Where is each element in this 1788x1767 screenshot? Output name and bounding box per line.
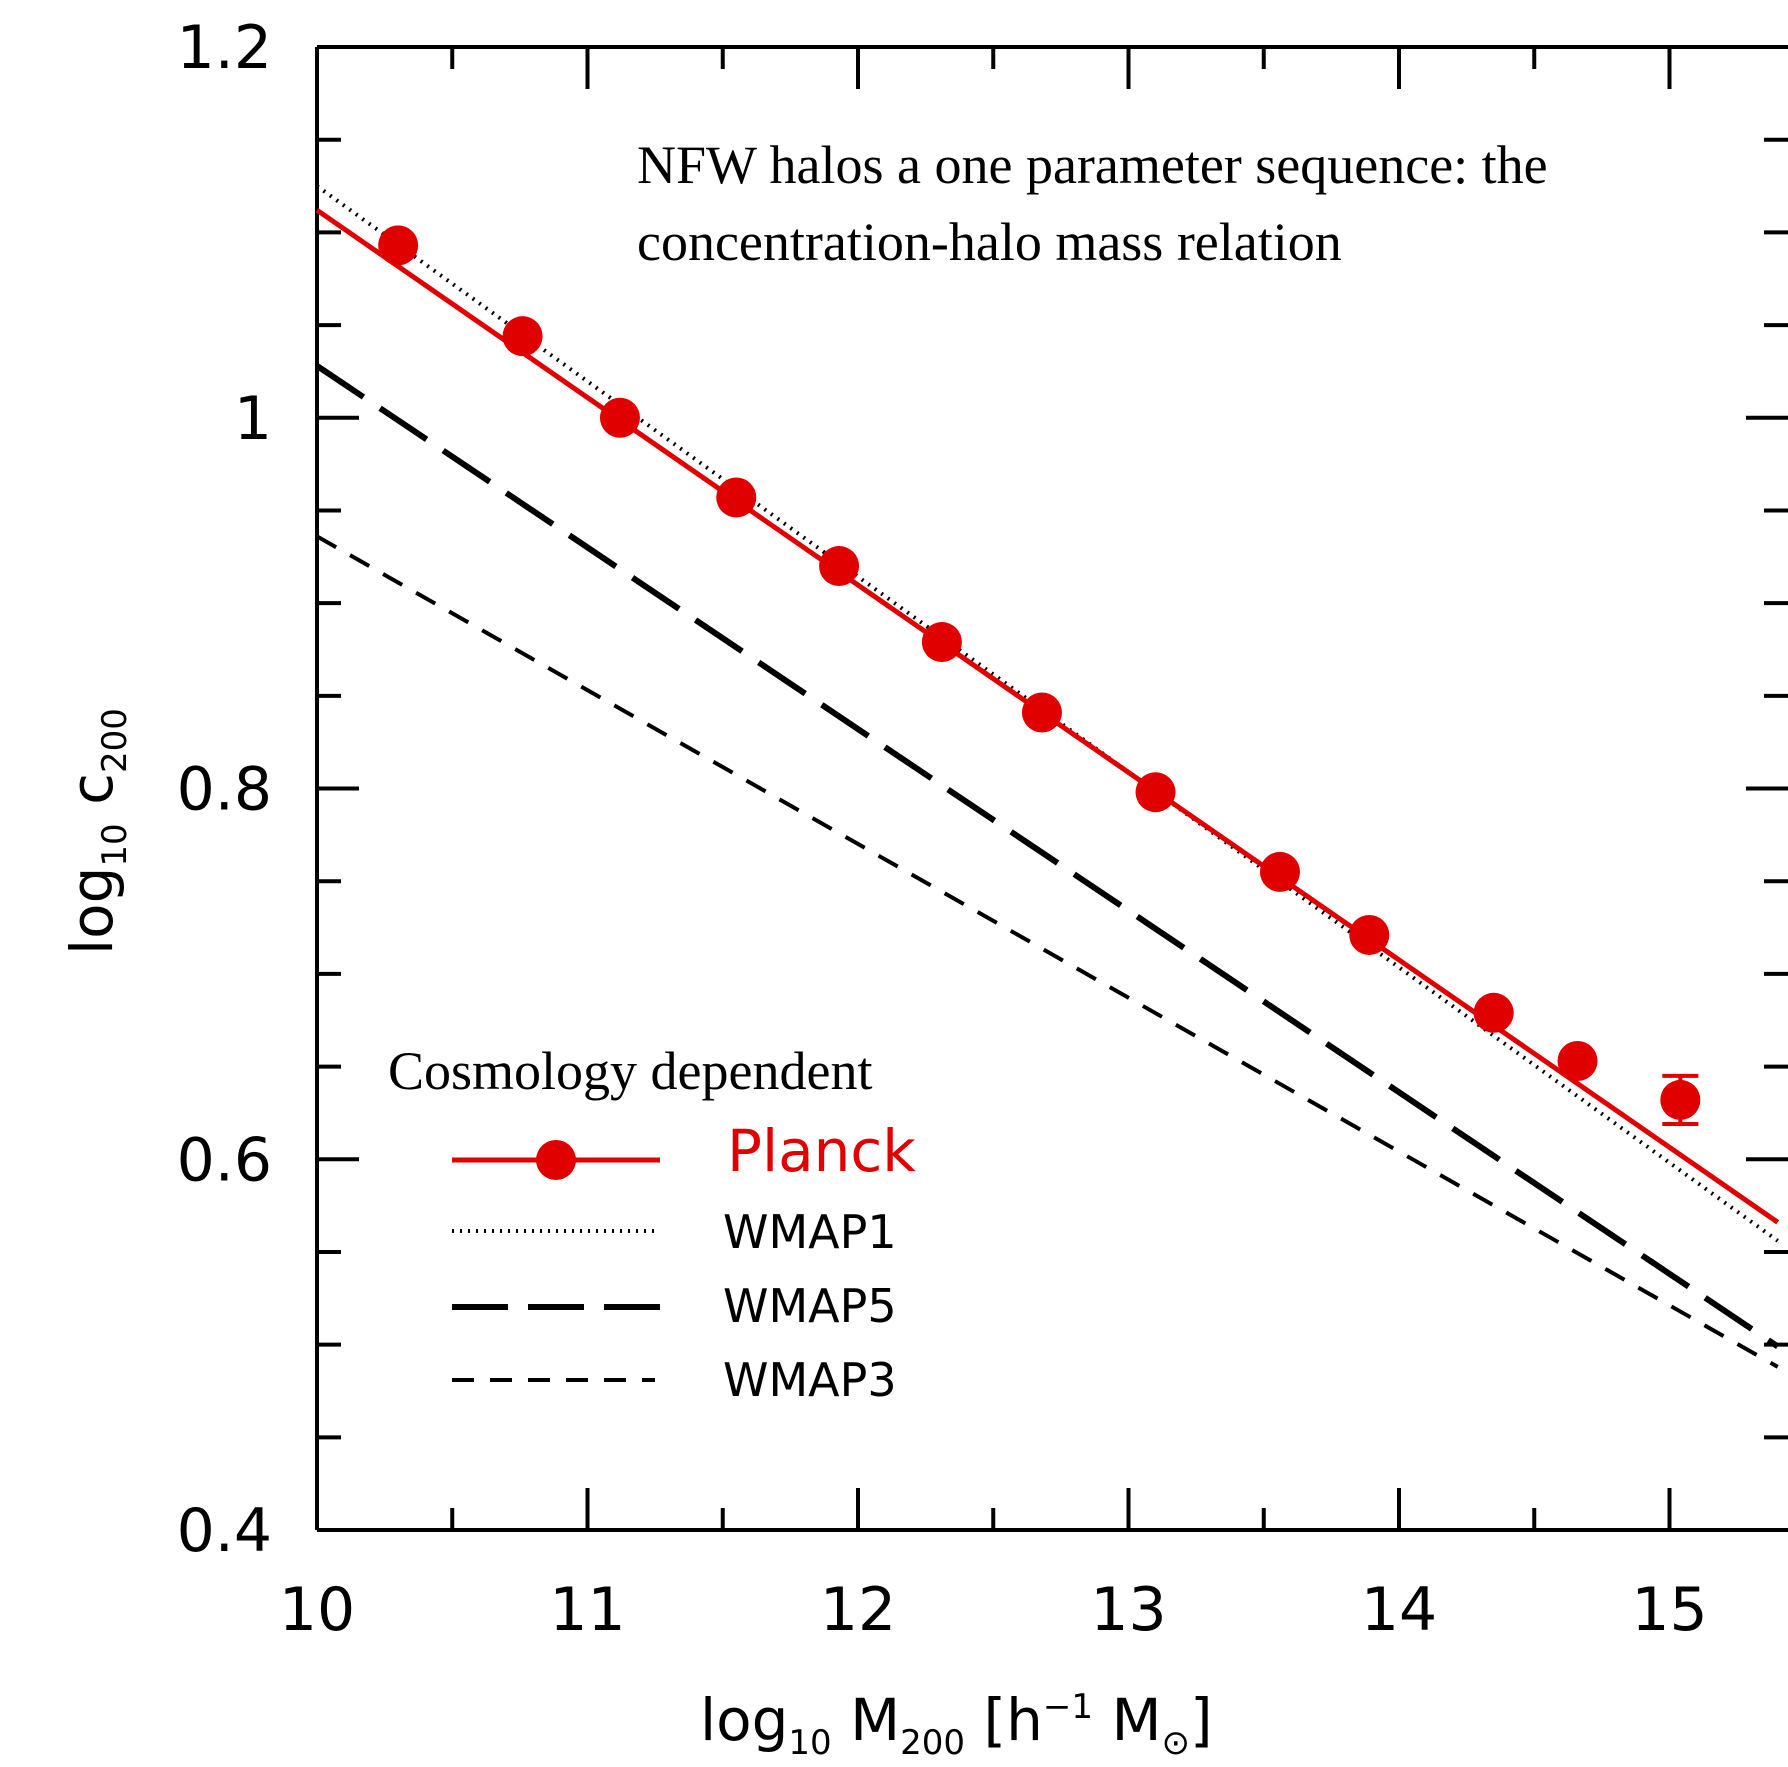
planck-point <box>1135 772 1176 813</box>
planck-point <box>819 546 860 587</box>
x-tick-label: 12 <box>820 1575 896 1645</box>
legend: Cosmology dependent Planck WMAP1 WMAP5 W… <box>388 1041 916 1407</box>
legend-label-wmap5: WMAP5 <box>723 1279 897 1333</box>
planck-point <box>1259 851 1300 892</box>
y-tick-label: 1.2 <box>177 13 272 83</box>
x-label-unit: M <box>1093 1686 1161 1754</box>
series-line-wmap3 <box>316 534 1779 1369</box>
x-tick-label: 13 <box>1090 1575 1166 1645</box>
x-tick-label: 11 <box>549 1575 625 1645</box>
x-tick-label: 15 <box>1631 1575 1707 1645</box>
y-tick-label: 1 <box>234 384 272 454</box>
planck-point <box>716 477 757 518</box>
x-label-unit-sub: ⊙ <box>1162 1723 1191 1763</box>
legend-label-wmap3: WMAP3 <box>723 1353 897 1407</box>
x-axis-label: log10 M200 [h−1 M⊙] <box>700 1686 1213 1763</box>
x-label-var-sub: 200 <box>900 1723 965 1763</box>
x-label-post-sup: −1 <box>1043 1687 1093 1727</box>
legend-label-wmap1: WMAP1 <box>723 1205 897 1259</box>
y-label-var: c <box>58 773 126 823</box>
x-label-close: ] <box>1190 1686 1213 1754</box>
annotation-line-2: concentration-halo mass relation <box>637 212 1342 272</box>
y-axis-label: log10 c200 <box>58 708 135 955</box>
tick-labels: 10 11 12 13 14 15 0.4 0.6 0.8 1 1.2 <box>177 13 1708 1645</box>
planck-point <box>378 225 419 266</box>
x-label-post: [h <box>965 1686 1043 1754</box>
y-tick-label: 0.4 <box>177 1496 272 1566</box>
planck-point <box>921 622 962 663</box>
planck-point <box>1021 692 1062 733</box>
legend-title: Cosmology dependent <box>388 1041 872 1101</box>
x-label-pre-sub: 10 <box>788 1723 831 1763</box>
planck-point <box>1557 1041 1598 1082</box>
y-label-pre-sub: 10 <box>95 823 135 866</box>
planck-point <box>1660 1079 1701 1120</box>
planck-point <box>1349 914 1390 955</box>
planck-points <box>378 225 1701 1127</box>
y-tick-label: 0.8 <box>177 755 272 825</box>
y-label-pre: log <box>58 867 126 955</box>
axis-ticks <box>315 45 1788 1532</box>
annotation-line-1: NFW halos a one parameter sequence: the <box>637 135 1548 195</box>
legend-marker-planck <box>536 1140 576 1180</box>
planck-point <box>599 397 640 438</box>
series-line-wmap5 <box>315 363 1780 1349</box>
x-label-pre: log <box>700 1686 788 1754</box>
x-tick-label: 14 <box>1361 1575 1437 1645</box>
y-tick-label: 0.6 <box>177 1125 272 1195</box>
planck-point <box>502 316 543 357</box>
legend-label-planck: Planck <box>727 1117 916 1185</box>
x-label-var: M <box>832 1686 900 1754</box>
planck-point <box>1473 992 1514 1033</box>
y-label-var-sub: 200 <box>95 708 135 773</box>
series-lines <box>315 184 1780 1369</box>
x-tick-label: 10 <box>279 1575 355 1645</box>
